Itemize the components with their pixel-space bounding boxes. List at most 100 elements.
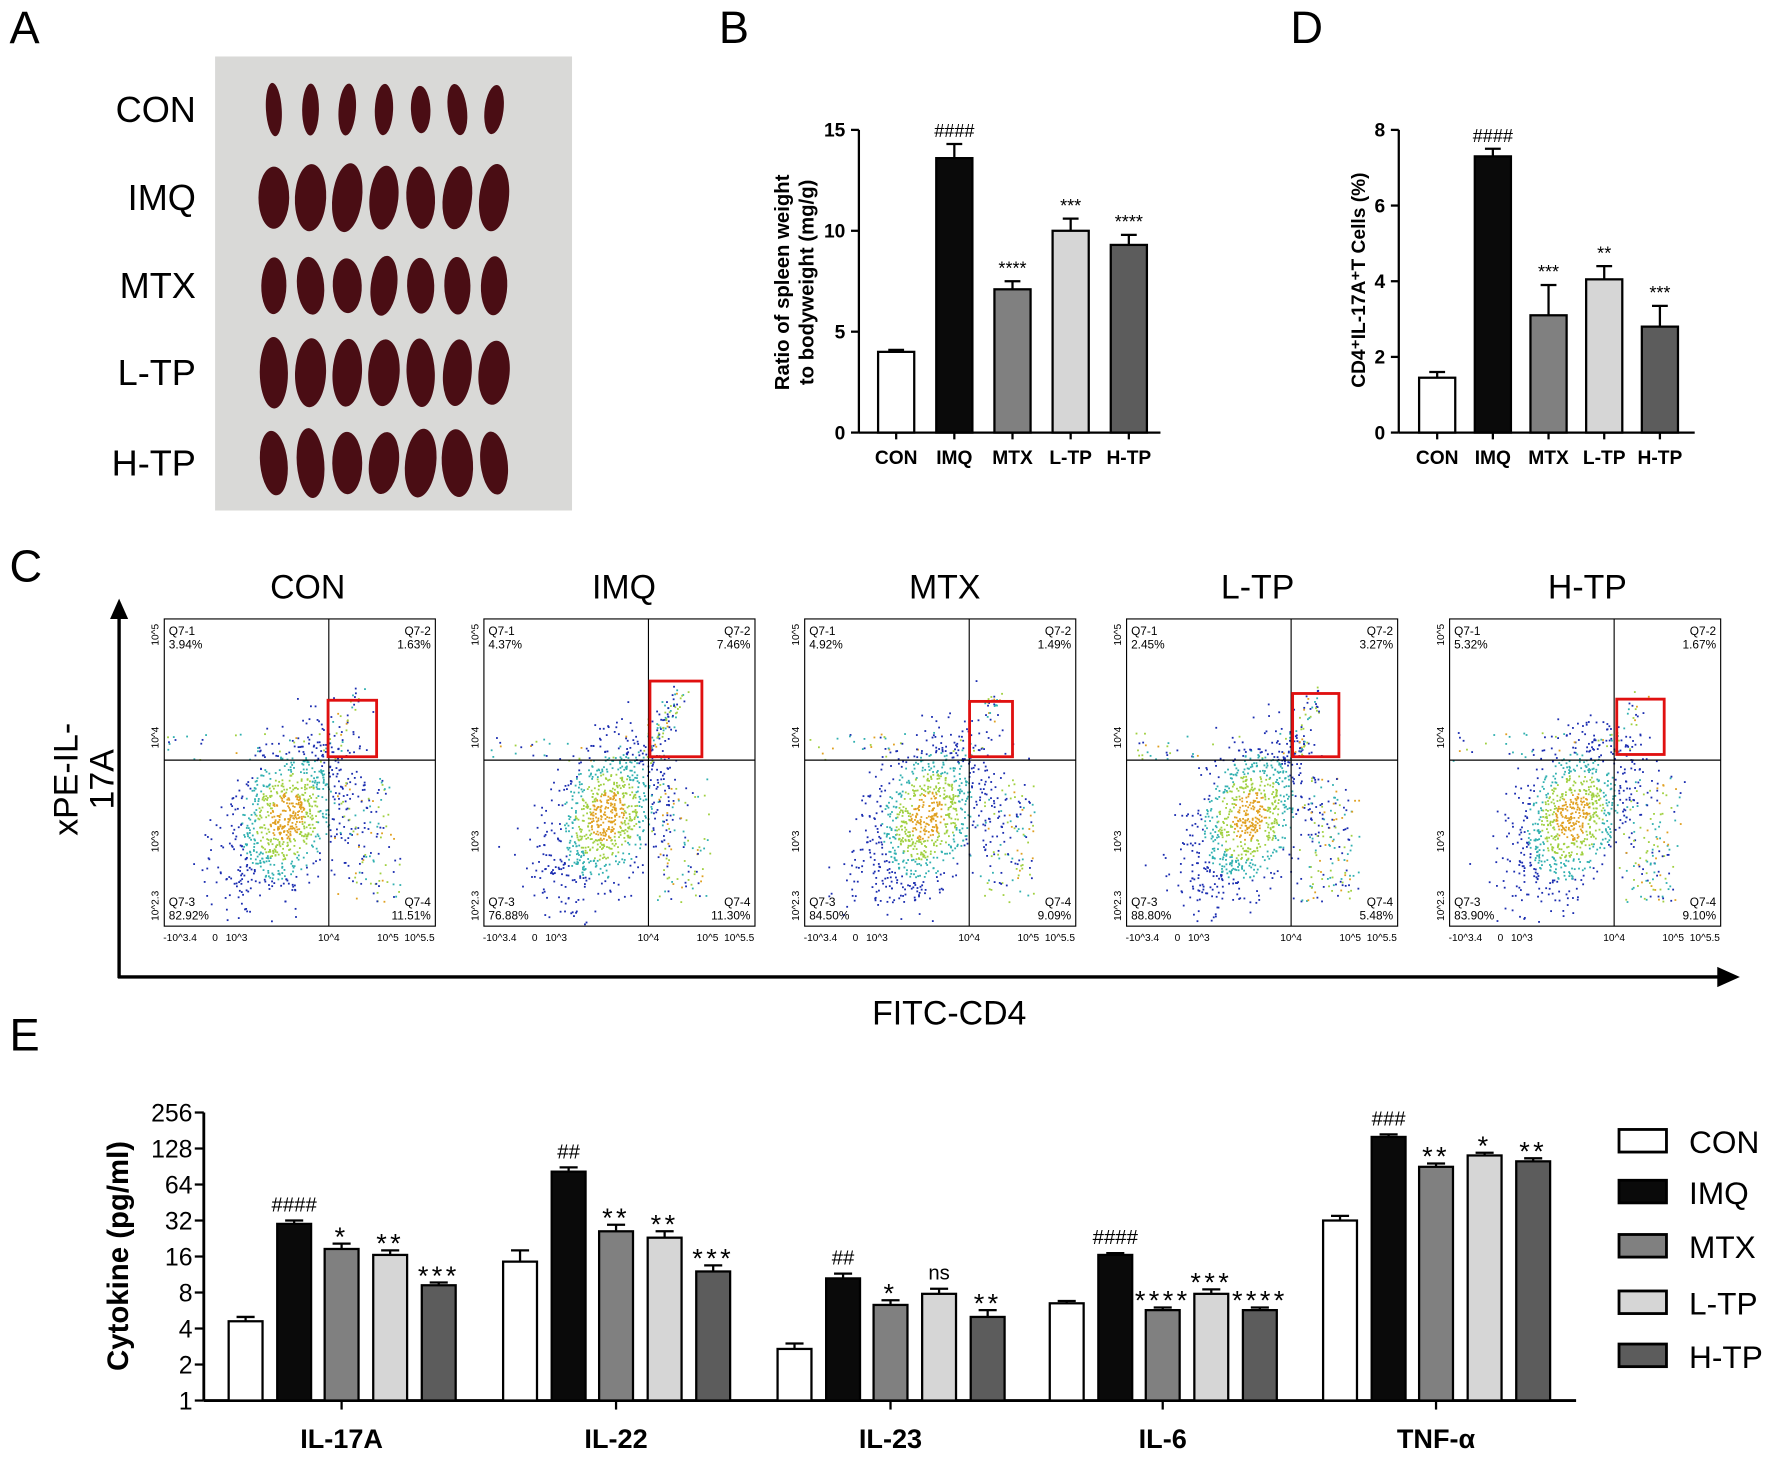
- scatter-dot: [642, 871, 644, 874]
- scatter-dot: [1576, 753, 1579, 756]
- quadrant-name: Q7-2: [404, 624, 430, 638]
- scatter-dot: [1288, 778, 1290, 781]
- scatter-dot: [698, 895, 701, 898]
- scatter-dot: [244, 908, 246, 911]
- scatter-dot: [1223, 817, 1226, 820]
- scatter-dot: [574, 842, 577, 845]
- scatter-dot: [1279, 771, 1282, 773]
- scatter-dot: [1600, 809, 1603, 812]
- scatter-dot: [881, 756, 884, 758]
- scatter-dot: [610, 774, 613, 776]
- scatter-dot: [1179, 863, 1182, 865]
- scatter-dot: [1558, 828, 1561, 831]
- scatter-dot: [611, 829, 614, 832]
- scatter-dot: [917, 875, 920, 878]
- scatter-dot: [1249, 831, 1252, 834]
- scatter-dot: [1558, 762, 1561, 764]
- scatter-dot: [1030, 877, 1033, 880]
- scatter-dot: [259, 865, 262, 868]
- scatter-dot: [901, 828, 903, 831]
- scatter-dot: [905, 767, 908, 770]
- scatter-dot: [881, 810, 884, 813]
- scatter-dot: [673, 792, 676, 795]
- scatter-dot: [1254, 864, 1257, 867]
- scatter-dot: [634, 805, 637, 808]
- scatter-dot: [1282, 846, 1285, 849]
- scatter-dot: [281, 799, 284, 802]
- scatter-dot: [318, 781, 321, 784]
- scatter-dot: [913, 767, 916, 770]
- scatter-dot: [1247, 813, 1249, 816]
- scatter-dot: [931, 802, 933, 804]
- scatter-dot: [1315, 854, 1318, 857]
- scatter-dot: [1331, 840, 1334, 843]
- scatter-dot: [593, 787, 596, 790]
- scatter-dot: [931, 815, 934, 818]
- scatter-dot: [311, 814, 314, 817]
- scatter-dot: [580, 761, 582, 764]
- scatter-dot: [1247, 850, 1250, 853]
- scatter-dot: [1240, 853, 1243, 856]
- scatter-dot: [662, 732, 665, 735]
- scatter-dot: [588, 757, 591, 759]
- scatter-dot: [245, 889, 248, 892]
- scatter-dot: [282, 794, 285, 797]
- scatter-dot: [626, 806, 629, 809]
- scatter-dot: [210, 849, 212, 851]
- scatter-dot: [1584, 812, 1587, 815]
- scatter-dot: [1259, 805, 1262, 808]
- scatter-dot: [1282, 795, 1285, 798]
- scatter-dot: [910, 887, 913, 890]
- scatter-dot: [1281, 780, 1284, 783]
- scatter-dot: [1001, 882, 1004, 884]
- scatter-dot: [253, 787, 256, 789]
- scatter-dot: [666, 862, 669, 865]
- scatter-dot: [1552, 837, 1555, 840]
- scatter-dot: [1214, 915, 1217, 918]
- scatter-dot: [936, 803, 939, 806]
- scatter-dot: [300, 745, 303, 748]
- scatter-dot: [708, 813, 710, 816]
- scatter-dot: [852, 849, 855, 852]
- scatter-dot: [1272, 834, 1275, 837]
- scatter-dot: [584, 849, 587, 852]
- scatter-dot: [927, 824, 930, 826]
- scatter-dot: [272, 873, 275, 876]
- scatter-dot: [1628, 702, 1631, 705]
- scatter-dot: [697, 852, 699, 855]
- scatter-dot: [1275, 821, 1278, 824]
- scatter-dot: [1220, 832, 1222, 835]
- scatter-dot: [289, 848, 292, 851]
- scatter-dot: [353, 776, 356, 779]
- scatter-dot: [1555, 852, 1557, 854]
- scatter-dot: [926, 823, 929, 825]
- scatter-dot: [595, 816, 598, 819]
- scatter-dot: [591, 800, 594, 803]
- scatter-dot: [314, 779, 317, 782]
- scatter-dot: [1266, 764, 1269, 767]
- scatter-dot: [911, 770, 914, 773]
- scatter-dot: [1144, 744, 1147, 747]
- scatter-dot: [210, 903, 213, 906]
- scatter-dot: [944, 823, 947, 826]
- scatter-dot: [610, 816, 613, 819]
- scatter-dot: [616, 791, 619, 793]
- scatter-dot: [254, 754, 257, 757]
- scatter-dot: [659, 784, 662, 786]
- scatter-dot: [1303, 744, 1306, 747]
- x-tick-label: 10^3: [226, 933, 248, 944]
- scatter-dot: [639, 798, 642, 800]
- scatter-dot: [947, 783, 950, 786]
- scatter-dot: [628, 825, 631, 828]
- scatter-dot: [315, 815, 317, 818]
- scatter-dot: [1535, 845, 1537, 848]
- scatter-dot: [255, 851, 258, 854]
- scatter-dot: [576, 850, 579, 852]
- plot-frame: [483, 618, 756, 927]
- scatter-dot: [906, 781, 908, 784]
- scatter-dot: [613, 794, 616, 797]
- scatter-dot: [514, 744, 517, 747]
- scatter-dot: [618, 861, 621, 864]
- scatter-dot: [625, 811, 627, 814]
